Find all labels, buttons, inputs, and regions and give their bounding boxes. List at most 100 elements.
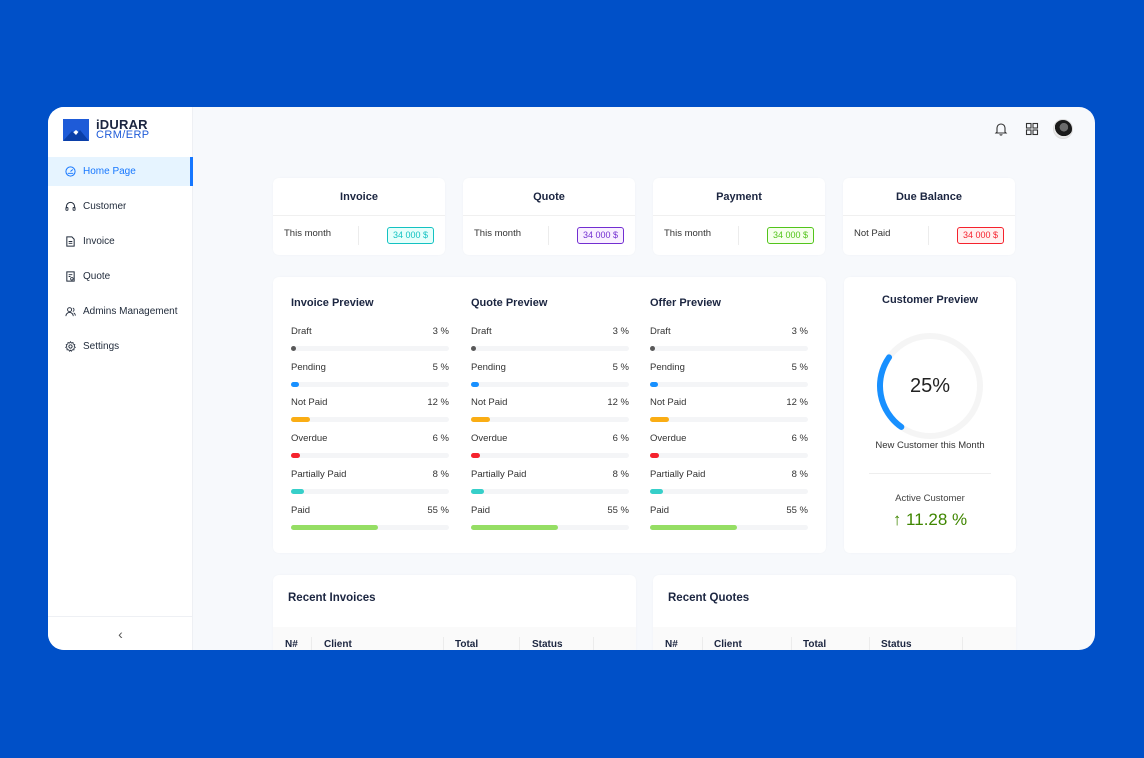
sidebar-item-admins[interactable]: Admins Management bbox=[48, 297, 193, 326]
column-header[interactable]: N# bbox=[665, 639, 678, 650]
bell-icon[interactable] bbox=[994, 122, 1008, 136]
progress-fill bbox=[291, 346, 296, 351]
sidebar-item-label: Admins Management bbox=[83, 306, 178, 317]
progress-row: Pending 5 % bbox=[291, 362, 449, 398]
progress-track bbox=[471, 417, 629, 423]
stat-label: Not Paid bbox=[854, 228, 891, 239]
progress-row: Pending 5 % bbox=[650, 362, 808, 398]
sidebar-item-home[interactable]: Home Page bbox=[48, 157, 193, 186]
gauge-arc bbox=[877, 354, 905, 430]
progress-fill bbox=[650, 346, 655, 351]
sidebar-item-label: Home Page bbox=[83, 166, 136, 177]
recent-invoices-card: Recent Invoices N# Client Total Status bbox=[273, 575, 636, 650]
logo[interactable]: iDURAR CRM/ERP bbox=[63, 117, 150, 141]
progress-track bbox=[471, 346, 629, 351]
column-header[interactable]: Status bbox=[881, 639, 912, 650]
sidebar-item-settings[interactable]: Settings bbox=[48, 332, 193, 361]
gear-icon bbox=[65, 341, 76, 352]
progress-row: Overdue 6 % bbox=[291, 433, 449, 469]
file-sync-icon bbox=[65, 271, 76, 282]
progress-label: Overdue bbox=[291, 433, 328, 445]
divider bbox=[311, 637, 312, 650]
progress-track bbox=[471, 524, 629, 530]
progress-track bbox=[650, 524, 808, 530]
progress-row: Partially Paid 8 % bbox=[291, 469, 449, 505]
divider bbox=[962, 637, 963, 650]
apps-icon[interactable] bbox=[1025, 122, 1039, 136]
progress-label: Draft bbox=[650, 326, 671, 337]
progress-row: Overdue 6 % bbox=[650, 433, 808, 469]
progress-fill bbox=[471, 488, 484, 494]
arrow-up-icon: ↑ bbox=[892, 510, 902, 529]
sidebar-item-invoice[interactable]: Invoice bbox=[48, 227, 193, 256]
avatar[interactable] bbox=[1053, 119, 1073, 139]
progress-row: Partially Paid 8 % bbox=[650, 469, 808, 505]
progress-fill bbox=[650, 381, 658, 387]
stat-card-due-balance[interactable]: Due Balance Not Paid 34 000 $ bbox=[843, 178, 1015, 255]
sidebar-item-label: Settings bbox=[83, 341, 120, 352]
sidebar-item-quote[interactable]: Quote bbox=[48, 262, 193, 291]
progress-track bbox=[291, 381, 449, 387]
column-header[interactable]: Status bbox=[532, 639, 563, 650]
sidebar-collapse-button[interactable]: ‹ bbox=[48, 616, 193, 650]
stat-value-badge: 34 000 $ bbox=[386, 227, 434, 244]
progress-track bbox=[650, 488, 808, 494]
app-window: iDURAR CRM/ERP Home Page Customer bbox=[48, 107, 1095, 650]
stat-label: This month bbox=[474, 228, 521, 239]
recent-quotes-title: Recent Quotes bbox=[668, 592, 750, 604]
stat-card-quote[interactable]: Quote This month 34 000 $ bbox=[463, 178, 635, 255]
progress-fill bbox=[291, 524, 378, 530]
progress-value: 6 % bbox=[791, 433, 808, 445]
customer-gauge bbox=[877, 333, 983, 439]
progress-label: Not Paid bbox=[471, 397, 508, 409]
customer-preview-card: Customer Preview 25% New Customer this M… bbox=[844, 277, 1016, 553]
sidebar-item-label: Invoice bbox=[83, 236, 115, 247]
stat-card-invoice[interactable]: Invoice This month 34 000 $ bbox=[273, 178, 445, 255]
progress-label: Not Paid bbox=[650, 397, 687, 409]
progress-label: Paid bbox=[471, 504, 491, 516]
column-header[interactable]: Client bbox=[324, 639, 352, 650]
progress-value: 5 % bbox=[612, 361, 629, 373]
column-header[interactable]: Total bbox=[455, 639, 479, 650]
progress-track bbox=[650, 453, 808, 459]
recent-invoices-title: Recent Invoices bbox=[288, 592, 376, 604]
logo-mark-icon bbox=[63, 119, 89, 141]
stat-card-payment[interactable]: Payment This month 34 000 $ bbox=[653, 178, 825, 255]
progress-label: Partially Paid bbox=[650, 468, 706, 480]
progress-row: Paid 55 % bbox=[471, 505, 629, 541]
progress-track bbox=[471, 381, 629, 387]
progress-fill bbox=[291, 488, 304, 494]
progress-label: Not Paid bbox=[291, 397, 328, 409]
progress-row: Pending 5 % bbox=[471, 362, 629, 398]
progress-row: Overdue 6 % bbox=[471, 433, 629, 469]
active-customer-value: ↑ 11.28 % bbox=[844, 510, 1016, 530]
logo-tagline: CRM/ERP bbox=[96, 129, 150, 141]
stat-title: Quote bbox=[463, 178, 635, 216]
column-header[interactable]: Client bbox=[714, 639, 742, 650]
progress-label: Draft bbox=[291, 326, 312, 337]
progress-row: Draft 3 % bbox=[650, 326, 808, 362]
column-header[interactable]: N# bbox=[285, 639, 298, 650]
table-header: N# Client Total Status bbox=[273, 627, 636, 650]
stat-title: Payment bbox=[653, 178, 825, 216]
sidebar-item-customer[interactable]: Customer bbox=[48, 192, 193, 221]
progress-value: 6 % bbox=[432, 433, 449, 445]
progress-label: Paid bbox=[650, 504, 670, 516]
progress-track bbox=[291, 346, 449, 351]
divider bbox=[443, 637, 444, 650]
stat-title: Invoice bbox=[273, 178, 445, 216]
progress-value: 8 % bbox=[432, 468, 449, 480]
progress-label: Partially Paid bbox=[291, 468, 347, 480]
progress-row: Not Paid 12 % bbox=[471, 397, 629, 433]
divider bbox=[869, 637, 870, 650]
sidebar-nav: Home Page Customer Invoice Quote bbox=[48, 157, 193, 367]
progress-track bbox=[291, 453, 449, 459]
divider bbox=[928, 226, 929, 245]
progress-fill bbox=[650, 488, 663, 494]
logo-name: iDURAR bbox=[96, 117, 148, 132]
progress-label: Overdue bbox=[650, 433, 687, 445]
gauge-percent: 25% bbox=[909, 374, 951, 397]
progress-fill bbox=[471, 346, 476, 351]
column-header[interactable]: Total bbox=[803, 639, 827, 650]
progress-fill bbox=[291, 453, 301, 459]
